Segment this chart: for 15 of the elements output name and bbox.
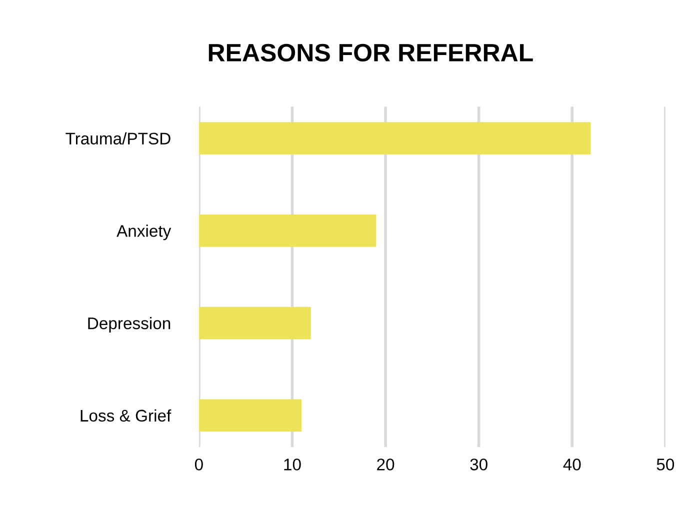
y-tick-label: Trauma/PTSD	[66, 132, 170, 145]
x-tick-label: 20	[377, 458, 394, 470]
x-tick-label: 50	[656, 458, 674, 470]
bar	[198, 399, 302, 432]
bar	[198, 122, 591, 154]
bar	[198, 306, 311, 340]
x-tick-label: 0	[194, 458, 203, 470]
x-tick-label: 10	[284, 458, 301, 470]
y-tick-label: Anxiety	[116, 224, 172, 240]
y-tick-label: Loss & Grief	[80, 409, 172, 422]
chart-title: REASONS FOR REFERRAL	[208, 44, 533, 62]
x-tick-label: 40	[563, 458, 581, 470]
bar	[198, 214, 376, 247]
x-tick-label: 30	[470, 458, 488, 470]
y-tick-label: Depression	[88, 317, 170, 333]
